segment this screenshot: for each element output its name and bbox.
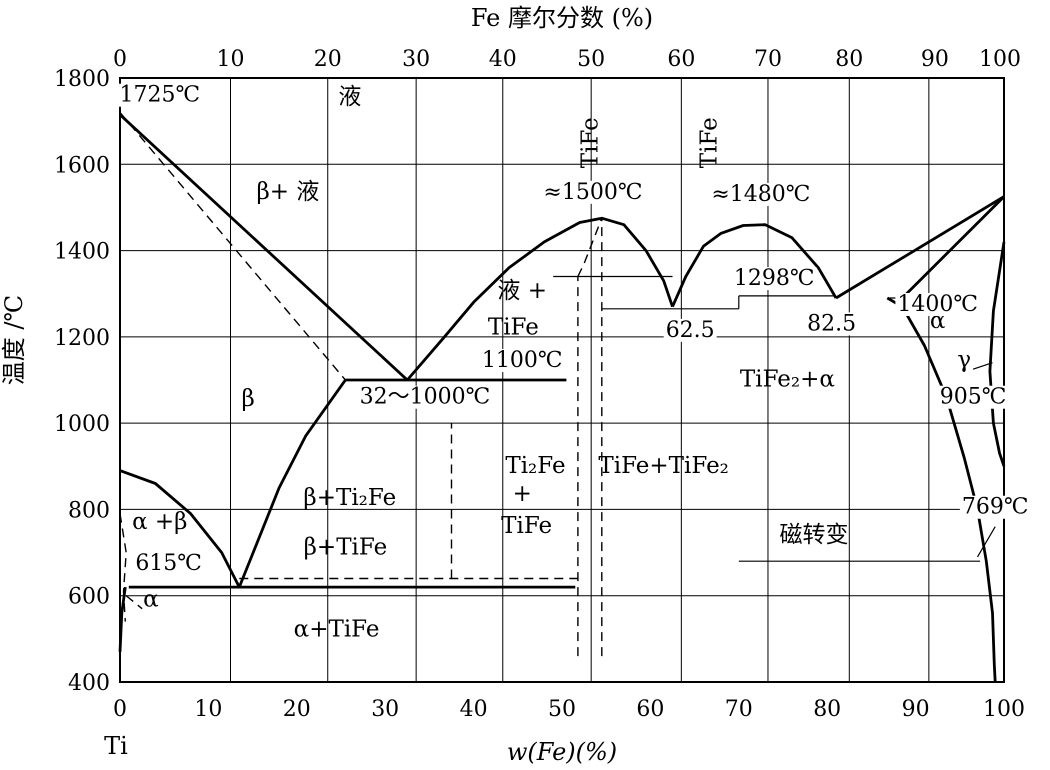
label-background: [541, 180, 645, 204]
x-tick-label: 80: [813, 697, 841, 722]
x-tick-label: 20: [283, 697, 311, 722]
phase-region-label: TiFe+TiFe₂: [598, 453, 729, 479]
y-axis-title: 温度 /℃: [0, 295, 28, 386]
y-tick-label: 1600: [54, 153, 110, 178]
plot-frame: [119, 77, 1005, 683]
x-tick-label: 70: [725, 697, 753, 722]
phase-boundary-dash: [119, 513, 127, 622]
x-tick-label: 0: [113, 697, 127, 722]
phase-boundary-solid: [238, 379, 347, 588]
phase-region-label: 液 +: [497, 278, 547, 304]
temperature-annotation: ≈1480℃: [711, 182, 810, 207]
top-tick-label: 20: [314, 47, 342, 72]
phase-region-label: γ: [957, 347, 971, 373]
phase-boundary-solid: [119, 113, 409, 382]
top-axis-title: Fe 摩尔分数 (%): [471, 4, 653, 32]
y-tick-label: 1000: [54, 412, 110, 437]
temperature-annotation: 82.5: [807, 311, 856, 336]
phase-region-label: α+TiFe: [294, 617, 380, 643]
phase-boundary-dash: [119, 112, 346, 381]
temperature-annotation: 1400℃: [897, 292, 978, 317]
phase-boundary-solid: [119, 469, 241, 588]
temperature-annotation: 32～1000℃: [360, 385, 491, 410]
x-tick-label: 30: [371, 697, 399, 722]
axis-layer: 0 10 20 30 40 50 60 70 80 90 100400600800100012001…: [54, 47, 1025, 722]
y-tick-label: 1200: [54, 326, 110, 351]
top-tick-label: 100: [979, 47, 1021, 72]
x-tick-label: 40: [460, 697, 488, 722]
label-background: [117, 83, 203, 107]
label-background: [805, 312, 859, 336]
temperature-annotation: 62.5: [666, 318, 715, 343]
label-background: [959, 495, 1031, 519]
temperature-annotation: 1725℃: [119, 83, 200, 108]
temperature-annotation: 1298℃: [734, 266, 815, 291]
temperature-annotation: 769℃: [962, 495, 1029, 520]
phase-boundary-layer: [118, 112, 1006, 683]
phase-region-label: β: [242, 386, 255, 412]
label-background: [709, 182, 813, 206]
phase-region-label: TiFe₂+α: [740, 366, 835, 392]
label-background: [937, 385, 1009, 409]
phase-boundary-solid: [671, 223, 838, 308]
phase-region-label: 液: [338, 84, 361, 110]
phase-boundary-solid: [886, 296, 997, 683]
phase-region-label: β+ 液: [257, 179, 320, 205]
phase-region-label: +: [513, 481, 532, 507]
vertical-phase-label: TiFe: [697, 117, 723, 168]
top-tick-label: 80: [835, 47, 863, 72]
phase-region-label: α +β: [132, 509, 187, 535]
x-tick-label: 10: [194, 697, 222, 722]
temperature-annotation: 905℃: [940, 385, 1007, 410]
y-tick-label: 800: [68, 498, 110, 523]
temperature-annotation: ≈1500℃: [543, 180, 642, 205]
x-axis-title: w(Fe)(%): [507, 738, 617, 766]
top-tick-label: 10: [217, 47, 245, 72]
phase-region-label: Ti₂Fe: [505, 453, 565, 479]
top-tick-label: 60: [667, 47, 695, 72]
x-tick-label: 100: [983, 697, 1025, 722]
phase-boundary-thin: [972, 362, 993, 370]
phase-boundary-solid: [988, 241, 1006, 467]
top-tick-label: 70: [754, 47, 782, 72]
top-tick-label: 50: [577, 47, 605, 72]
phase-boundary-dash: [577, 217, 603, 277]
vertical-phase-label: TiFe: [577, 117, 603, 168]
label-background: [479, 349, 565, 373]
phase-region-label: TiFe: [488, 315, 539, 341]
x-tick-label: 60: [636, 697, 664, 722]
label-background: [133, 551, 204, 575]
y-tick-label: 1800: [54, 67, 110, 92]
phase-region-label: α: [143, 587, 159, 613]
label-background: [357, 385, 493, 409]
top-tick-label: 90: [921, 47, 949, 72]
phase-region-label: β+Ti₂Fe: [303, 485, 396, 511]
temperature-annotation: 615℃: [135, 551, 202, 576]
x-tick-label: 90: [902, 697, 930, 722]
phase-boundary-solid: [835, 195, 1005, 300]
top-tick-label: 30: [402, 47, 430, 72]
label-layer: 液 β+ 液 β 液 + TiFe β+Ti₂Fe β+TiFe Ti₂Fe+ TiFe TiFe…: [117, 83, 1031, 643]
label-background: [663, 318, 717, 342]
label-background: [731, 267, 817, 291]
label-background: [895, 292, 981, 316]
top-tick-label: 40: [489, 47, 517, 72]
x-tick-label: 50: [548, 697, 576, 722]
phase-boundary-solid: [901, 195, 1005, 299]
y-tick-label: 400: [68, 671, 110, 696]
temperature-annotation: 1100℃: [482, 348, 563, 373]
phase-region-label: β+TiFe: [304, 535, 388, 561]
phase-boundary-dash: [125, 595, 143, 610]
ti-corner-label: Ti: [104, 732, 128, 760]
phase-region-label: 磁转变: [779, 522, 848, 548]
phase-region-label: TiFe: [501, 513, 552, 539]
y-tick-label: 1400: [54, 240, 110, 265]
phase-boundary-thin: [976, 526, 996, 558]
top-tick-label: 0: [113, 47, 127, 72]
y-tick-label: 600: [68, 585, 110, 610]
phase-boundary-solid: [406, 216, 674, 381]
